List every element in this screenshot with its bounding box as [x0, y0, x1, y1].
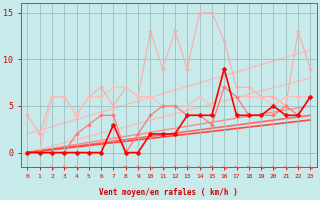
Text: →: →	[147, 163, 154, 170]
Text: →: →	[233, 163, 240, 170]
Text: →: →	[60, 163, 68, 170]
Text: →: →	[258, 163, 265, 170]
Text: →: →	[245, 163, 252, 170]
Text: →: →	[172, 163, 179, 170]
Text: →: →	[184, 163, 191, 170]
Text: →: →	[48, 163, 55, 170]
Text: →: →	[73, 163, 80, 170]
Text: →: →	[134, 163, 141, 170]
Text: →: →	[208, 163, 215, 170]
X-axis label: Vent moyen/en rafales ( km/h ): Vent moyen/en rafales ( km/h )	[100, 188, 238, 197]
Text: →: →	[159, 163, 166, 170]
Text: →: →	[122, 163, 129, 170]
Text: →: →	[196, 163, 203, 170]
Text: →: →	[220, 163, 228, 170]
Text: →: →	[307, 163, 314, 170]
Text: →: →	[294, 163, 301, 170]
Text: →: →	[282, 163, 289, 170]
Text: →: →	[270, 163, 277, 170]
